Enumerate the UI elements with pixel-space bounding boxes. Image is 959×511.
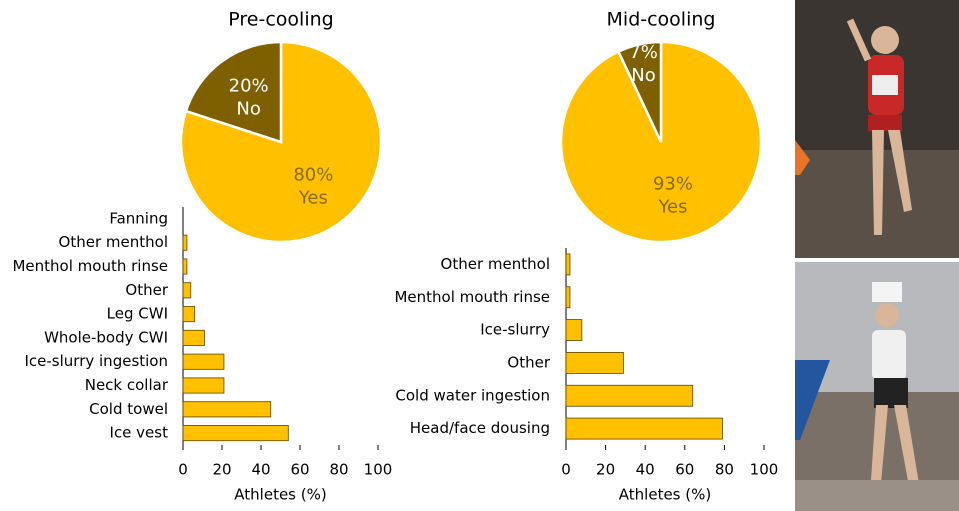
bar xyxy=(566,418,722,439)
y-tick-label: Menthol mouth rinse xyxy=(394,288,550,306)
bar xyxy=(566,385,693,406)
chart-title: Mid-cooling xyxy=(607,9,716,31)
y-tick-label: Other menthol xyxy=(59,233,168,251)
bar xyxy=(183,402,271,417)
bar xyxy=(183,354,224,369)
x-tick-label: 20 xyxy=(596,461,615,479)
x-tick-label: 100 xyxy=(750,461,779,479)
bar xyxy=(183,283,191,298)
y-tick-label: Head/face dousing xyxy=(410,419,550,437)
bar xyxy=(183,306,195,321)
x-tick-label: 100 xyxy=(364,461,393,479)
x-tick-label: 40 xyxy=(636,461,655,479)
y-tick-label: Ice vest xyxy=(110,424,169,442)
x-tick-label: 20 xyxy=(212,461,231,479)
y-tick-label: Fanning xyxy=(109,209,168,227)
y-tick-label: Cold towel xyxy=(89,400,168,418)
x-tick-label: 60 xyxy=(675,461,694,479)
y-tick-label: Whole-body CWI xyxy=(44,328,168,346)
photo-top xyxy=(795,0,959,258)
y-tick-label: Ice-slurry ingestion xyxy=(25,352,169,370)
y-tick-label: Cold water ingestion xyxy=(395,386,550,404)
y-tick-label: Other xyxy=(507,353,550,371)
bar xyxy=(183,330,204,345)
y-tick-label: Leg CWI xyxy=(107,305,168,323)
slice-value-label: 80% xyxy=(293,164,333,185)
x-tick-label: 0 xyxy=(178,461,188,479)
photo-bottom xyxy=(795,262,959,511)
y-tick-label: Menthol mouth rinse xyxy=(12,257,168,275)
x-axis-label: Athletes (%) xyxy=(619,486,711,504)
bar xyxy=(183,425,288,440)
x-tick-label: 40 xyxy=(251,461,270,479)
x-tick-label: 60 xyxy=(290,461,309,479)
slice-category-label: Yes xyxy=(657,197,687,218)
bar xyxy=(566,254,570,275)
y-tick-label: Other xyxy=(125,281,168,299)
chart-title: Pre-cooling xyxy=(228,9,333,31)
bar xyxy=(183,259,187,274)
slice-value-label: 7% xyxy=(629,42,658,63)
bar xyxy=(566,352,623,373)
slice-category-label: No xyxy=(631,65,655,86)
x-tick-label: 80 xyxy=(329,461,348,479)
slice-category-label: No xyxy=(236,99,260,120)
x-tick-label: 80 xyxy=(715,461,734,479)
slice-category-label: Yes xyxy=(298,187,328,208)
slice-value-label: 20% xyxy=(229,76,269,97)
bar xyxy=(183,235,187,250)
y-tick-label: Other menthol xyxy=(441,255,550,273)
bar xyxy=(183,378,224,393)
x-axis-label: Athletes (%) xyxy=(234,486,326,504)
x-tick-label: 0 xyxy=(561,461,571,479)
y-tick-label: Ice-slurry xyxy=(480,321,550,339)
y-tick-label: Neck collar xyxy=(85,376,169,394)
slice-value-label: 93% xyxy=(653,174,693,195)
bar xyxy=(566,320,582,341)
figure: Pre-cooling80%Yes20%NoMid-cooling93%Yes7… xyxy=(0,0,959,511)
bar xyxy=(566,287,570,308)
